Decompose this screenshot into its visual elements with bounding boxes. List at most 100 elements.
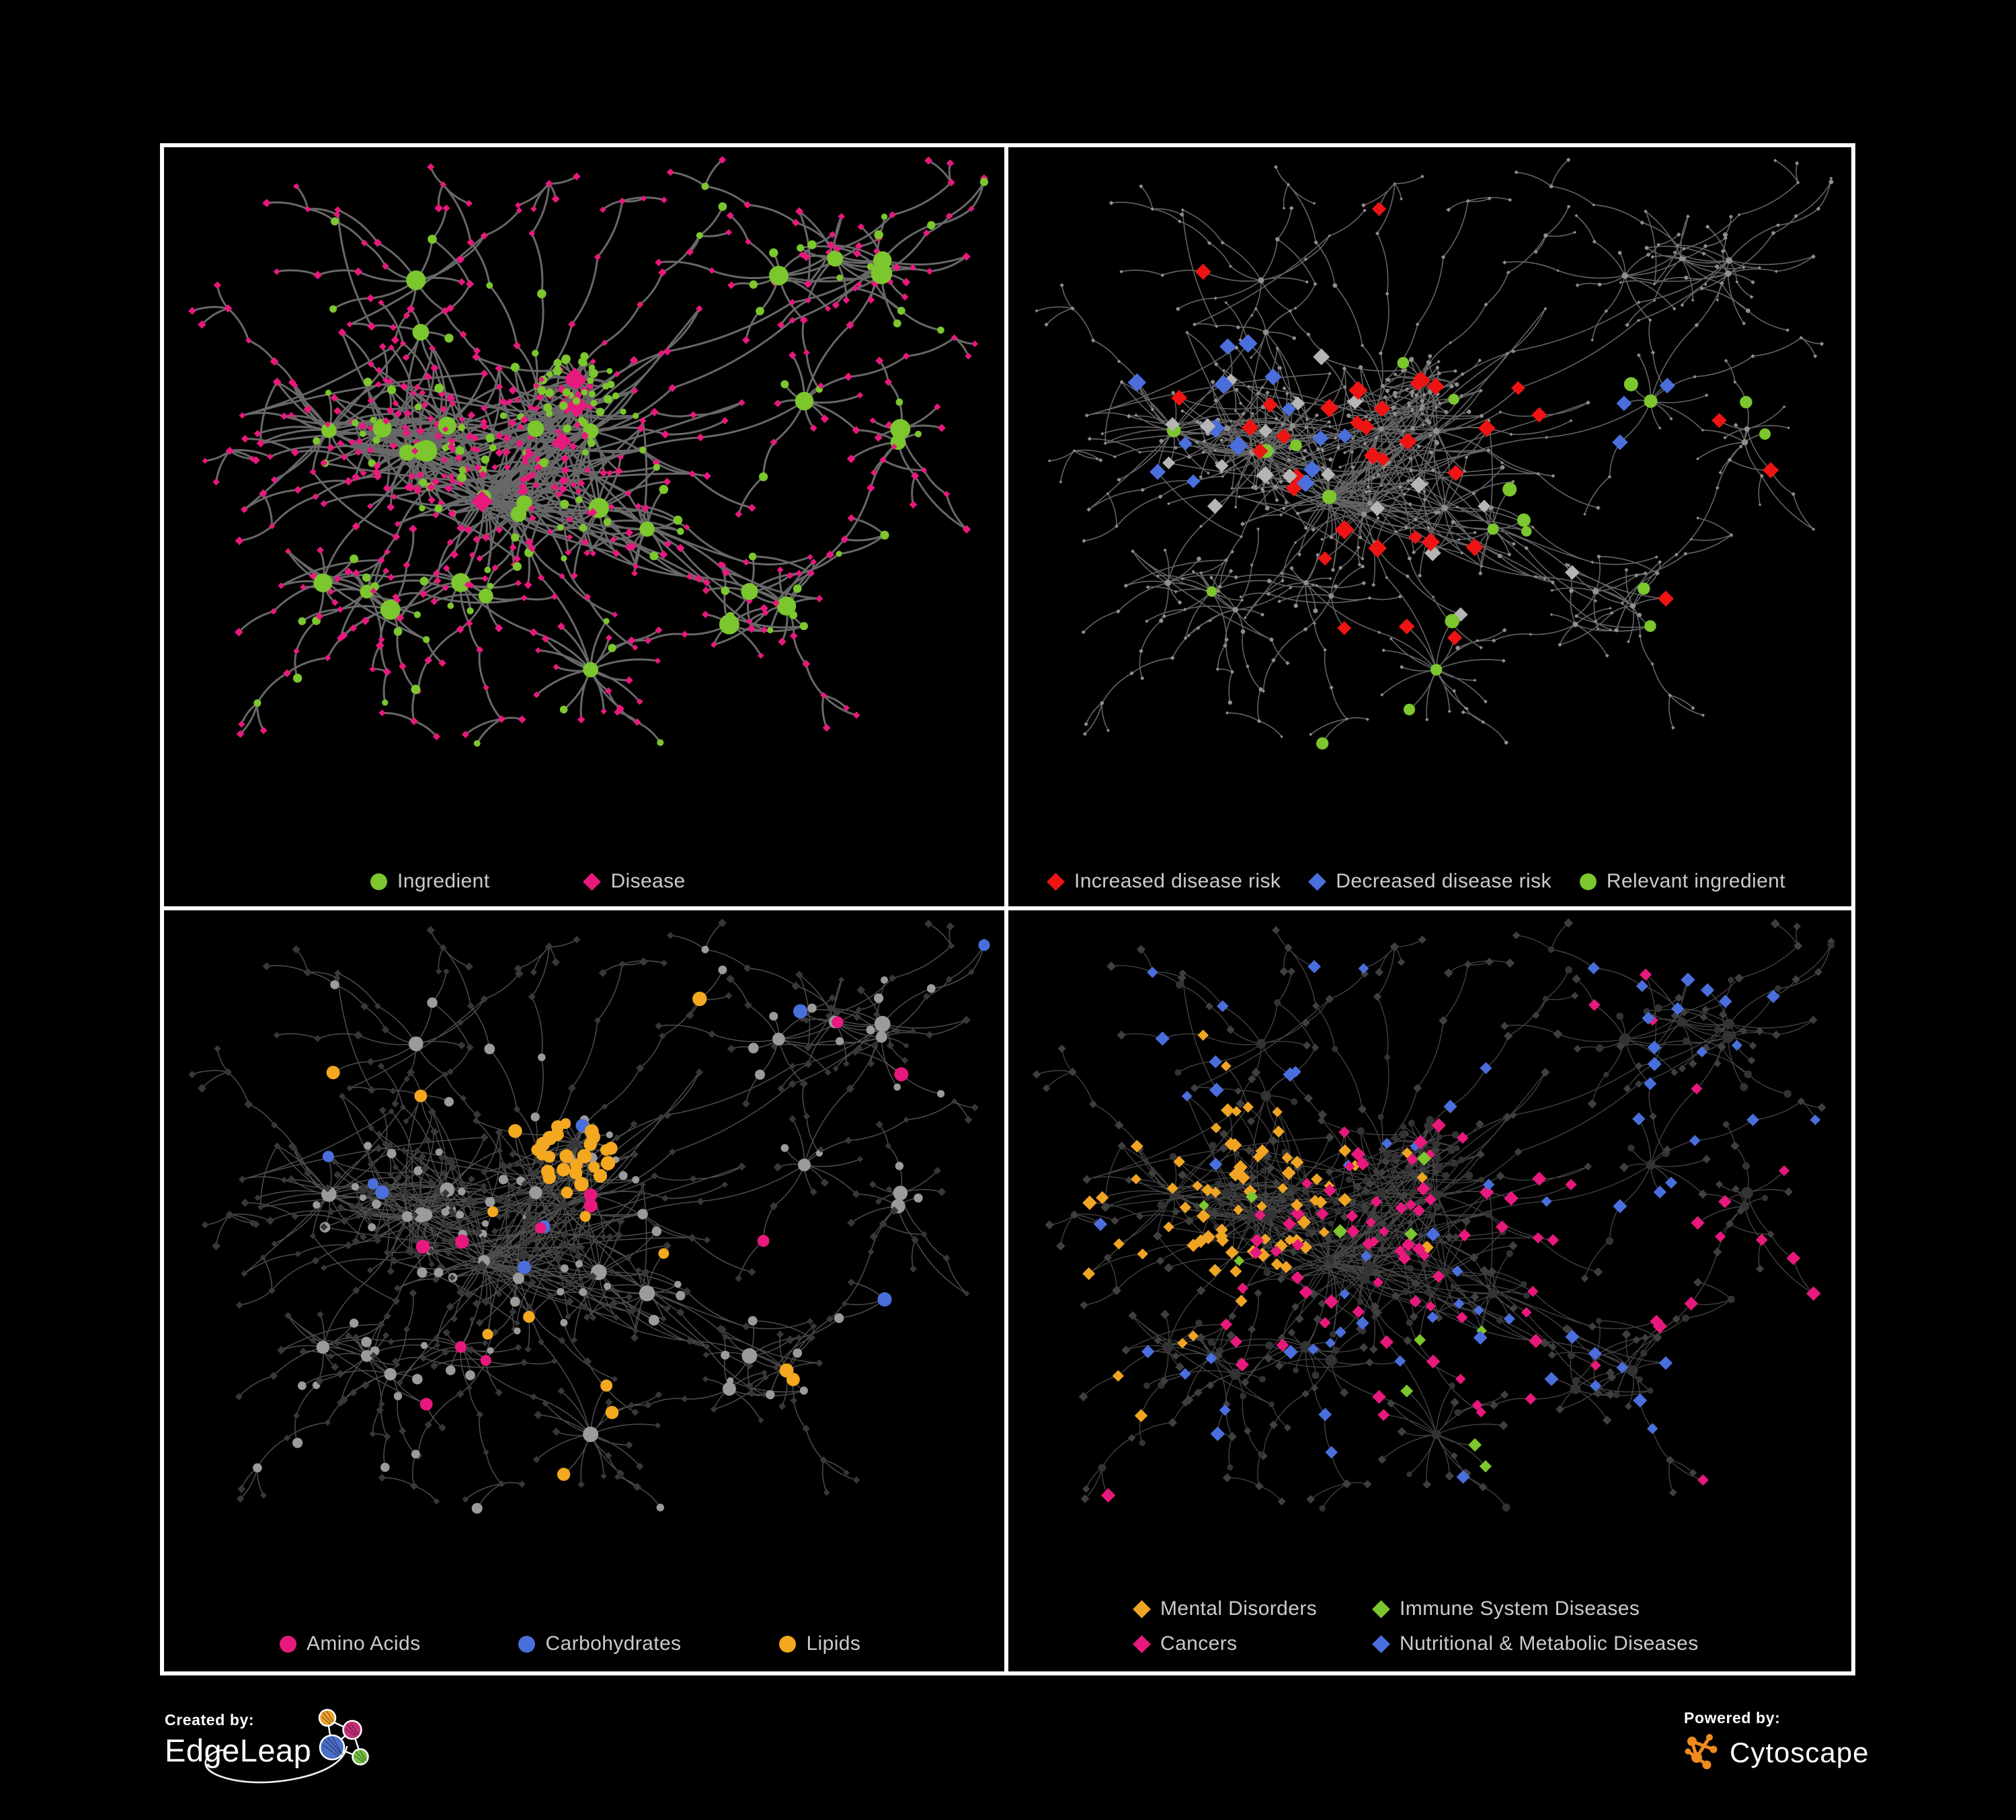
network-edge: [665, 1184, 725, 1199]
network-node: [374, 1236, 382, 1244]
network-node: [402, 354, 410, 362]
network-node: [893, 263, 901, 272]
network-node: [1275, 237, 1280, 242]
network-edge: [653, 1320, 707, 1347]
network-node: [1174, 590, 1178, 594]
network-edge: [1279, 594, 1332, 602]
network-edge: [430, 166, 444, 186]
network-edge: [1172, 627, 1199, 658]
network-edge: [1577, 282, 1600, 286]
legend-marker-circle: [518, 1635, 536, 1653]
network-node: [382, 699, 389, 706]
network-edge: [475, 356, 506, 403]
network-edge: [1646, 247, 1682, 260]
network-edge: [665, 420, 726, 436]
network-node: [1785, 328, 1789, 332]
network-edge: [821, 695, 828, 728]
network-node: [1724, 270, 1732, 277]
network-node: [225, 1210, 234, 1220]
network-node: [436, 1263, 446, 1271]
network-node: [331, 598, 339, 606]
network-edge: [848, 1119, 907, 1142]
network-edge: [1575, 607, 1611, 625]
network-node: [760, 1369, 768, 1376]
network-node: [1729, 533, 1733, 537]
network-node: [1401, 368, 1405, 373]
network-node: [1448, 393, 1459, 405]
network-node: [776, 566, 784, 573]
network-edge: [805, 352, 821, 390]
network-edge: [882, 1019, 967, 1029]
network-edge: [413, 1485, 437, 1502]
network-node: [1502, 482, 1517, 497]
network-edge: [1499, 555, 1554, 584]
network-edge: [1292, 1150, 1345, 1190]
network-edge: [1194, 323, 1217, 327]
network-edge: [376, 1192, 446, 1231]
network-node: [1682, 247, 1686, 251]
network-node: [1228, 436, 1248, 456]
network-node: [1237, 495, 1241, 499]
network-node: [502, 1212, 511, 1220]
network-edge: [1260, 239, 1279, 281]
network-edge: [1281, 1260, 1330, 1280]
network-node: [1457, 538, 1461, 541]
network-edge: [770, 1326, 814, 1395]
network-node: [481, 1297, 491, 1306]
network-node: [748, 1316, 758, 1326]
network-node: [487, 582, 494, 590]
network-node: [807, 569, 815, 578]
network-node: [608, 504, 615, 510]
network-node: [367, 425, 374, 432]
network-node: [708, 1030, 716, 1038]
network-edge: [1282, 542, 1296, 581]
network-node: [1693, 374, 1697, 379]
network-node: [1733, 380, 1737, 384]
network-node: [807, 554, 813, 561]
network-edge: [1305, 497, 1330, 583]
network-edge: [411, 688, 417, 721]
network-node: [1183, 636, 1188, 641]
network-edge: [1142, 1244, 1194, 1255]
network-edge: [700, 400, 805, 439]
network-node: [741, 1099, 750, 1108]
network-node: [1368, 539, 1387, 558]
network-node: [527, 420, 545, 438]
network-edge: [1292, 425, 1330, 498]
network-edge: [530, 184, 551, 234]
network-node: [320, 1223, 328, 1231]
network-node: [1417, 573, 1422, 578]
network-node: [455, 446, 465, 456]
network-node: [253, 699, 261, 707]
network-node: [1383, 395, 1387, 399]
network-node: [1262, 397, 1278, 413]
network-edge: [804, 1158, 860, 1167]
network-edge: [607, 519, 681, 532]
network-node: [1309, 733, 1313, 736]
network-edge: [406, 1293, 414, 1330]
network-node: [719, 1325, 727, 1334]
network-node: [538, 1053, 546, 1062]
network-node: [574, 1177, 589, 1192]
network-node: [456, 1288, 465, 1297]
network-node: [583, 549, 591, 557]
network-node: [519, 1240, 527, 1248]
network-node: [390, 1206, 397, 1214]
network-node: [1198, 421, 1203, 425]
network-node: [853, 1013, 861, 1021]
network-edge: [394, 1166, 742, 1262]
network-edge: [1670, 695, 1694, 709]
network-node: [403, 409, 412, 418]
network-edge: [462, 1098, 478, 1115]
network-node: [1279, 479, 1283, 485]
network-node: [618, 1171, 628, 1180]
network-node: [438, 1154, 446, 1162]
network-node: [333, 407, 342, 416]
network-node: [947, 178, 955, 187]
network-node: [1403, 703, 1416, 715]
network-node: [407, 1249, 415, 1257]
network-edge: [468, 623, 481, 651]
network-node: [1620, 601, 1624, 605]
network-node: [702, 578, 711, 587]
network-node: [1113, 454, 1117, 459]
